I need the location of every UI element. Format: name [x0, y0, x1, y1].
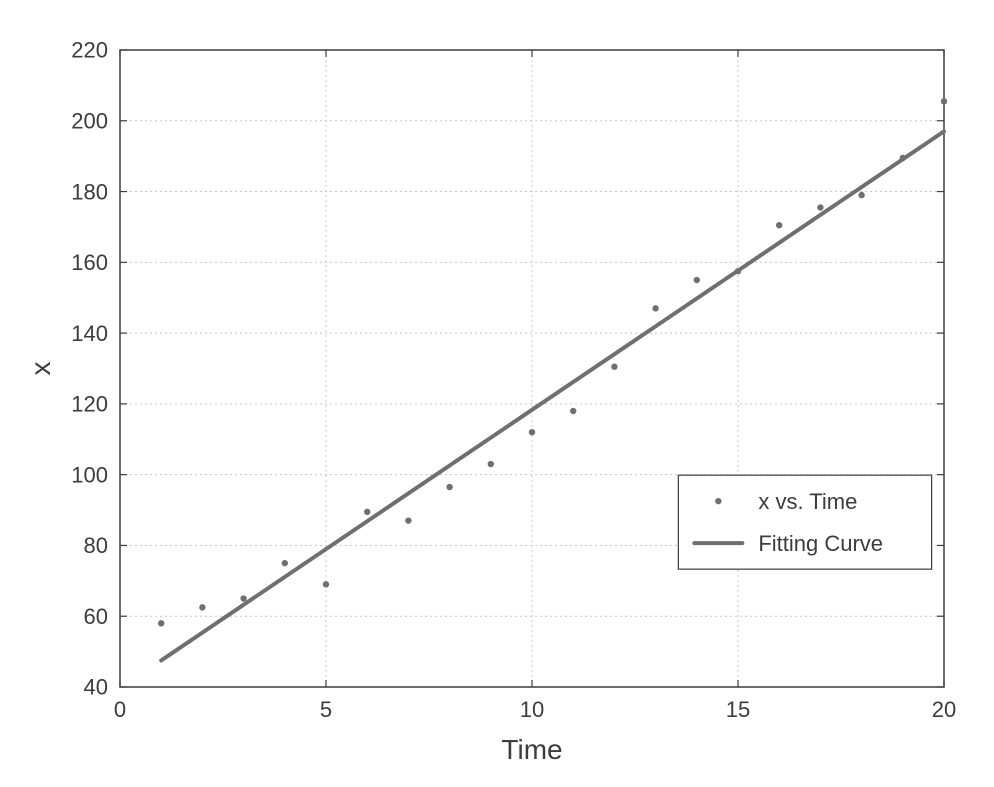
y-tick-label: 120: [71, 392, 108, 417]
data-point: [488, 461, 494, 467]
x-tick-label: 10: [520, 697, 544, 722]
chart-container: 0 5 10 15 20 Time 40 60 80 100 120 140 160 180 200 220 x…: [0, 0, 994, 787]
legend-label: Fitting Curve: [758, 531, 883, 556]
xy-chart: 0 5 10 15 20 Time 40 60 80 100 120 140 160 180 200 220 x…: [0, 0, 994, 787]
data-point: [570, 408, 576, 414]
y-tick-label: 40: [84, 675, 108, 700]
data-point: [364, 509, 370, 515]
y-tick-label: 220: [71, 38, 108, 63]
data-point: [858, 192, 864, 198]
x-tick-label: 0: [114, 697, 126, 722]
legend: x vs. Time Fitting Curve: [678, 475, 931, 569]
chart-background: [0, 0, 994, 787]
y-tick-label: 140: [71, 321, 108, 346]
data-point: [199, 604, 205, 610]
data-point: [694, 277, 700, 283]
x-axis-label: Time: [501, 734, 562, 765]
legend-label: x vs. Time: [758, 489, 857, 514]
data-point: [446, 484, 452, 490]
y-tick-label: 180: [71, 179, 108, 204]
data-point: [323, 581, 329, 587]
data-point: [405, 517, 411, 523]
y-tick-label: 60: [84, 604, 108, 629]
data-point: [941, 98, 947, 104]
data-point: [611, 364, 617, 370]
x-tick-label: 5: [320, 697, 332, 722]
data-point: [282, 560, 288, 566]
data-point: [529, 429, 535, 435]
y-tick-label: 100: [71, 462, 108, 487]
y-axis-label: x: [25, 362, 56, 376]
x-tick-label: 15: [726, 697, 750, 722]
data-point: [900, 155, 906, 161]
x-tick-label: 20: [932, 697, 956, 722]
data-point: [240, 595, 246, 601]
y-tick-label: 160: [71, 250, 108, 275]
data-point: [652, 305, 658, 311]
data-point: [735, 268, 741, 274]
y-tick-label: 80: [84, 533, 108, 558]
data-point: [158, 620, 164, 626]
data-point: [817, 204, 823, 210]
y-tick-label: 200: [71, 108, 108, 133]
legend-marker-icon: [715, 498, 721, 504]
data-point: [776, 222, 782, 228]
